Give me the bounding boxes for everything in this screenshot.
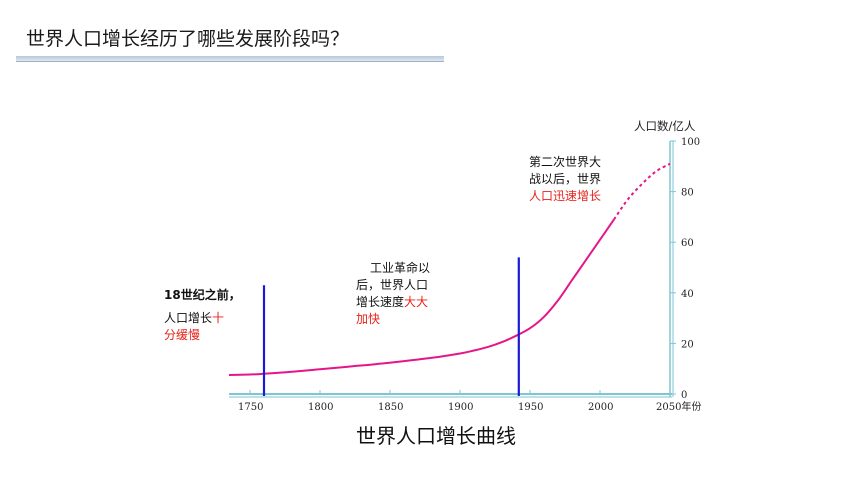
annotation-line: 战以后，世界	[529, 172, 602, 186]
y-tick-label: 100	[681, 137, 700, 148]
annotation-emphasis: 大大	[404, 295, 429, 309]
annotation-line: 18世纪之前，	[164, 288, 241, 302]
population-projection-line	[613, 162, 671, 220]
annotation-text: 人口增长	[164, 311, 213, 325]
annotation-line: 工业革命以	[370, 261, 431, 275]
y-tick-label: 20	[681, 339, 694, 350]
annotation-line: 后，世界人口	[356, 278, 429, 292]
annotation-postwar: 第二次世界大 战以后，世界 人口迅速增长	[529, 154, 621, 205]
chart-caption: 世界人口增长曲线	[356, 424, 516, 448]
x-tick-label: 2050年份	[656, 400, 701, 413]
annotation-line: 增长速度大大	[356, 294, 448, 311]
annotation-pre1800: 18世纪之前， 人口增长十 分缓慢	[164, 287, 244, 344]
x-tick-label: 1850	[378, 402, 403, 413]
y-tick-label: 80	[681, 188, 694, 199]
x-tick-label: 1800	[308, 402, 333, 413]
annotation-line: 第二次世界大	[529, 155, 602, 169]
annotation-line: 加快	[356, 312, 381, 326]
y-tick-label: 60	[681, 238, 694, 249]
y-tick-label: 0	[681, 390, 687, 401]
y-axis-label: 人口数/亿人	[634, 119, 696, 133]
x-tick-label: 1950	[518, 402, 543, 413]
x-tick-label: 2000	[588, 402, 613, 413]
x-tick-label: 1900	[448, 402, 473, 413]
x-tick-label: 1750	[238, 402, 263, 413]
population-line	[228, 218, 615, 377]
title-underline	[16, 56, 444, 62]
annotation-line: 人口迅速增长	[529, 189, 602, 203]
annotation-line: 人口增长十	[164, 310, 244, 327]
annotation-line: 分缓慢	[164, 328, 201, 342]
slide-title: 世界人口增长经历了哪些发展阶段吗？	[26, 28, 350, 50]
annotation-emphasis: 十	[212, 311, 225, 325]
annotation-industrial: 工业革命以 后，世界人口 增长速度大大 加快	[356, 260, 448, 328]
y-tick-label: 40	[681, 289, 694, 300]
annotation-text: 增长速度	[356, 295, 405, 309]
